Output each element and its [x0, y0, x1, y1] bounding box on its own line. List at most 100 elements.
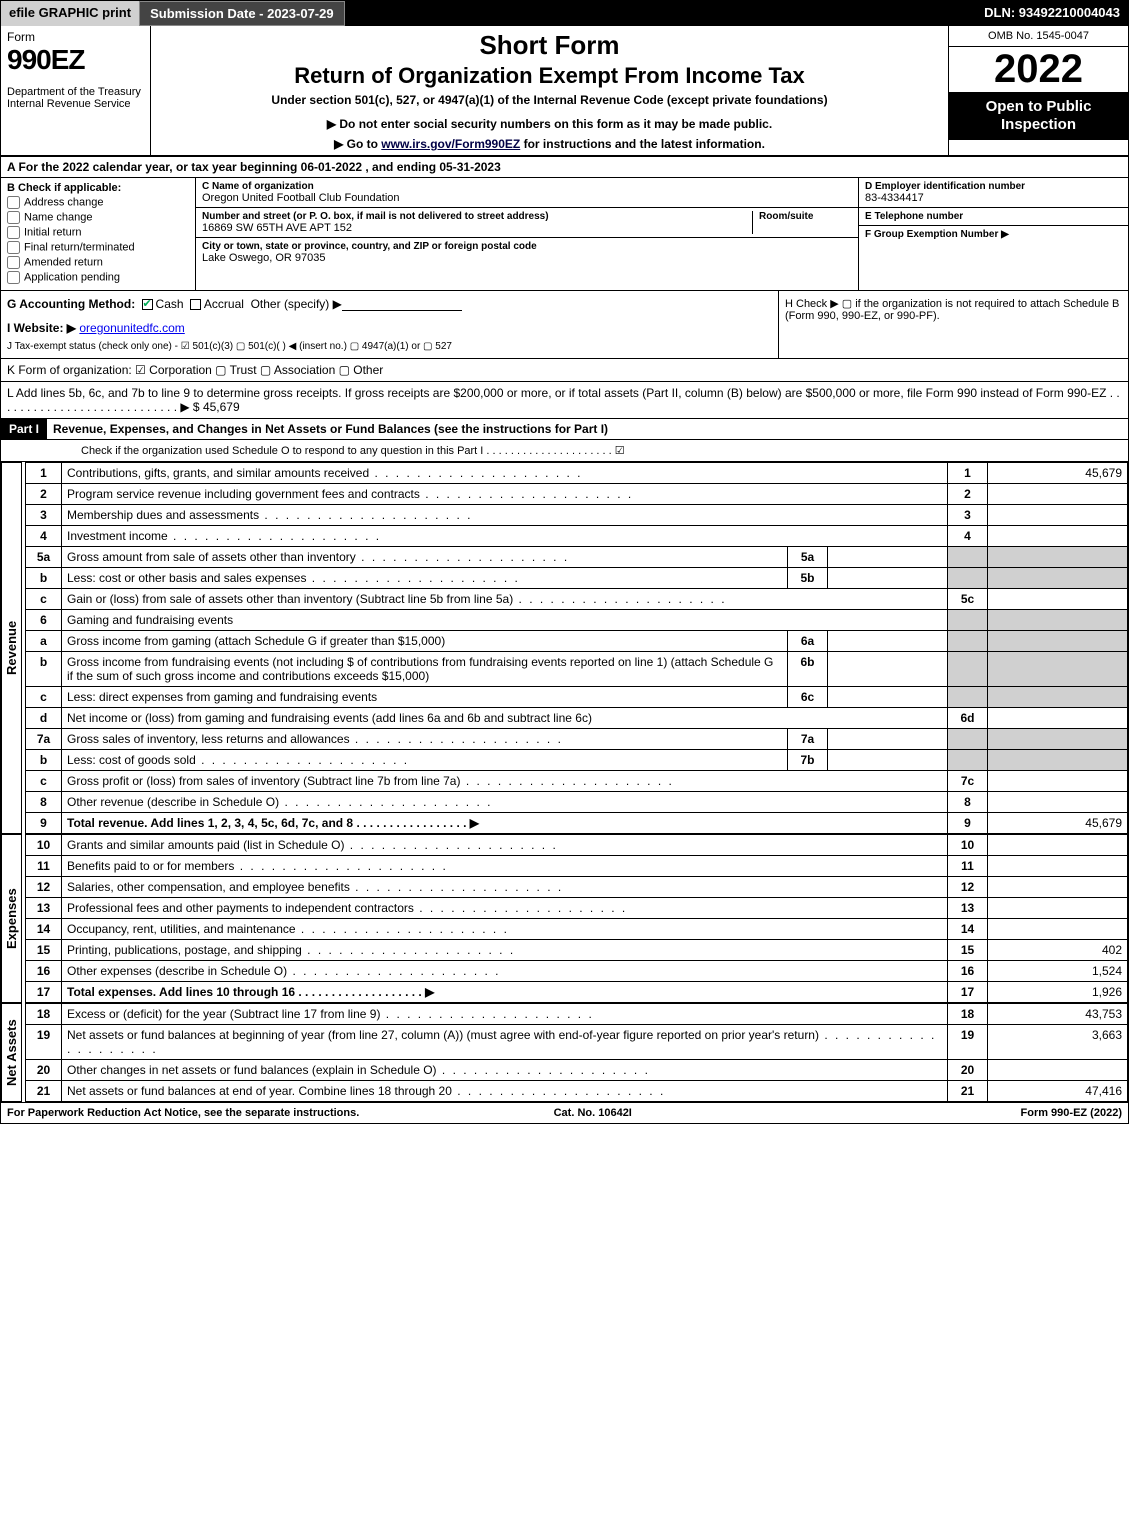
- l14-desc: Occupancy, rent, utilities, and maintena…: [67, 922, 509, 936]
- form-number: 990EZ: [7, 44, 144, 76]
- chk-amended-return[interactable]: Amended return: [7, 256, 189, 269]
- street-value: 16869 SW 65TH AVE APT 152: [202, 222, 752, 234]
- l7b-val-shade: [988, 750, 1128, 771]
- l12-ln: 12: [948, 877, 988, 898]
- return-title: Return of Organization Exempt From Incom…: [159, 63, 940, 89]
- line-8: 8Other revenue (describe in Schedule O)8: [26, 792, 1128, 813]
- l6d-val: [988, 708, 1128, 729]
- row-k: K Form of organization: ☑ Corporation ▢ …: [1, 359, 1128, 382]
- chk-cash[interactable]: [142, 299, 153, 310]
- l7a-desc: Gross sales of inventory, less returns a…: [67, 732, 563, 746]
- l16-ln: 16: [948, 961, 988, 982]
- l2-val: [988, 484, 1128, 505]
- l6c-ln-shade: [948, 687, 988, 708]
- do-not-enter-text: ▶ Do not enter social security numbers o…: [159, 117, 940, 131]
- expenses-block: Expenses 10Grants and similar amounts pa…: [1, 834, 1128, 1003]
- form-word: Form: [7, 30, 144, 44]
- l5c-ln: 5c: [948, 589, 988, 610]
- goto-link[interactable]: www.irs.gov/Form990EZ: [381, 137, 520, 151]
- l5a-ln-shade: [948, 547, 988, 568]
- footer-right: Form 990-EZ (2022): [1021, 1107, 1122, 1119]
- l5a-sub: 5a: [788, 547, 828, 568]
- chk-accrual[interactable]: [190, 299, 201, 310]
- line-16: 16 Other expenses (describe in Schedule O…: [26, 961, 1128, 982]
- l20-num: 20: [26, 1060, 62, 1081]
- website-link[interactable]: oregonunitedfc.com: [79, 321, 184, 335]
- l6c-desc: Less: direct expenses from gaming and fu…: [62, 687, 788, 708]
- l7b-desc: Less: cost of goods sold: [67, 753, 409, 767]
- chk-address-change[interactable]: Address change: [7, 196, 189, 209]
- chk-final-return-label: Final return/terminated: [24, 241, 135, 253]
- l6b-sub: 6b: [788, 652, 828, 687]
- l6-val-shade: [988, 610, 1128, 631]
- row-g-h: G Accounting Method: Cash Accrual Other …: [1, 291, 1128, 359]
- l3-desc: Membership dues and assessments: [67, 508, 472, 522]
- l15-ln: 15: [948, 940, 988, 961]
- g-label: G Accounting Method:: [7, 297, 135, 311]
- goto-text: ▶ Go to www.irs.gov/Form990EZ for instru…: [159, 137, 940, 151]
- l7b-sub: 7b: [788, 750, 828, 771]
- l10-ln: 10: [948, 835, 988, 856]
- part1-bar: Part I: [1, 419, 47, 439]
- line-12: 12 Salaries, other compensation, and empl…: [26, 877, 1128, 898]
- row-l-text: L Add lines 5b, 6c, and 7b to line 9 to …: [7, 386, 1120, 414]
- g-other-input[interactable]: [342, 297, 462, 311]
- g-other-label: Other (specify) ▶: [251, 297, 342, 311]
- l7c-val: [988, 771, 1128, 792]
- l6b-desc: Gross income from fundraising events (no…: [62, 652, 788, 687]
- line-18: 18Excess or (deficit) for the year (Subt…: [26, 1004, 1128, 1025]
- row-h: H Check ▶ ▢ if the organization is not r…: [778, 291, 1128, 358]
- line-5c: cGain or (loss) from sale of assets othe…: [26, 589, 1128, 610]
- l7c-num: c: [26, 771, 62, 792]
- l4-val: [988, 526, 1128, 547]
- l1-num: 1: [26, 463, 62, 484]
- l1-desc: Contributions, gifts, grants, and simila…: [67, 466, 583, 480]
- line-21: 21Net assets or fund balances at end of …: [26, 1081, 1128, 1102]
- l5b-desc: Less: cost or other basis and sales expe…: [67, 571, 520, 585]
- line-6c: cLess: direct expenses from gaming and f…: [26, 687, 1128, 708]
- l18-ln: 18: [948, 1004, 988, 1025]
- l14-ln: 14: [948, 919, 988, 940]
- line-1: 1 Contributions, gifts, grants, and simil…: [26, 463, 1128, 484]
- l17-desc: Total expenses. Add lines 10 through 16 …: [67, 985, 434, 999]
- room-label: Room/suite: [759, 211, 852, 222]
- l4-desc: Investment income: [67, 529, 381, 543]
- row-l-amount: 45,679: [203, 400, 240, 414]
- l5a-num: 5a: [26, 547, 62, 568]
- l2-ln: 2: [948, 484, 988, 505]
- open-to-public: Open to Public Inspection: [949, 92, 1128, 140]
- chk-name-change[interactable]: Name change: [7, 211, 189, 224]
- l13-ln: 13: [948, 898, 988, 919]
- chk-application-pending[interactable]: Application pending: [7, 271, 189, 284]
- g-accrual-label: Accrual: [204, 297, 244, 311]
- l17-val: 1,926: [988, 982, 1128, 1003]
- l11-ln: 11: [948, 856, 988, 877]
- l6a-num: a: [26, 631, 62, 652]
- top-bar: efile GRAPHIC print Submission Date - 20…: [1, 1, 1128, 26]
- l7c-ln: 7c: [948, 771, 988, 792]
- l6-num: 6: [26, 610, 62, 631]
- l20-ln: 20: [948, 1060, 988, 1081]
- row-g: G Accounting Method: Cash Accrual Other …: [1, 291, 778, 358]
- line-11: 11Benefits paid to or for members11: [26, 856, 1128, 877]
- l13-val: [988, 898, 1128, 919]
- dln-label: DLN: 93492210004043: [976, 1, 1128, 26]
- l21-num: 21: [26, 1081, 62, 1102]
- l9-num: 9: [26, 813, 62, 834]
- l16-desc: Other expenses (describe in Schedule O): [67, 964, 500, 978]
- section-b-label: B Check if applicable:: [7, 182, 189, 194]
- chk-final-return[interactable]: Final return/terminated: [7, 241, 189, 254]
- group-exemption-label: F Group Exemption Number ▶: [865, 229, 1122, 240]
- line-10: 10Grants and similar amounts paid (list …: [26, 835, 1128, 856]
- i-label: I Website: ▶: [7, 321, 76, 335]
- l7a-num: 7a: [26, 729, 62, 750]
- street-cell: Number and street (or P. O. box, if mail…: [196, 208, 858, 238]
- ein-value: 83-4334417: [865, 192, 1122, 204]
- line-17: 17Total expenses. Add lines 10 through 1…: [26, 982, 1128, 1003]
- irs-label: Internal Revenue Service: [7, 98, 144, 110]
- chk-initial-return[interactable]: Initial return: [7, 226, 189, 239]
- form-id-block: Form 990EZ Department of the Treasury In…: [1, 26, 151, 155]
- l3-ln: 3: [948, 505, 988, 526]
- l12-desc: Salaries, other compensation, and employ…: [67, 880, 563, 894]
- goto-pre: ▶ Go to: [334, 137, 381, 151]
